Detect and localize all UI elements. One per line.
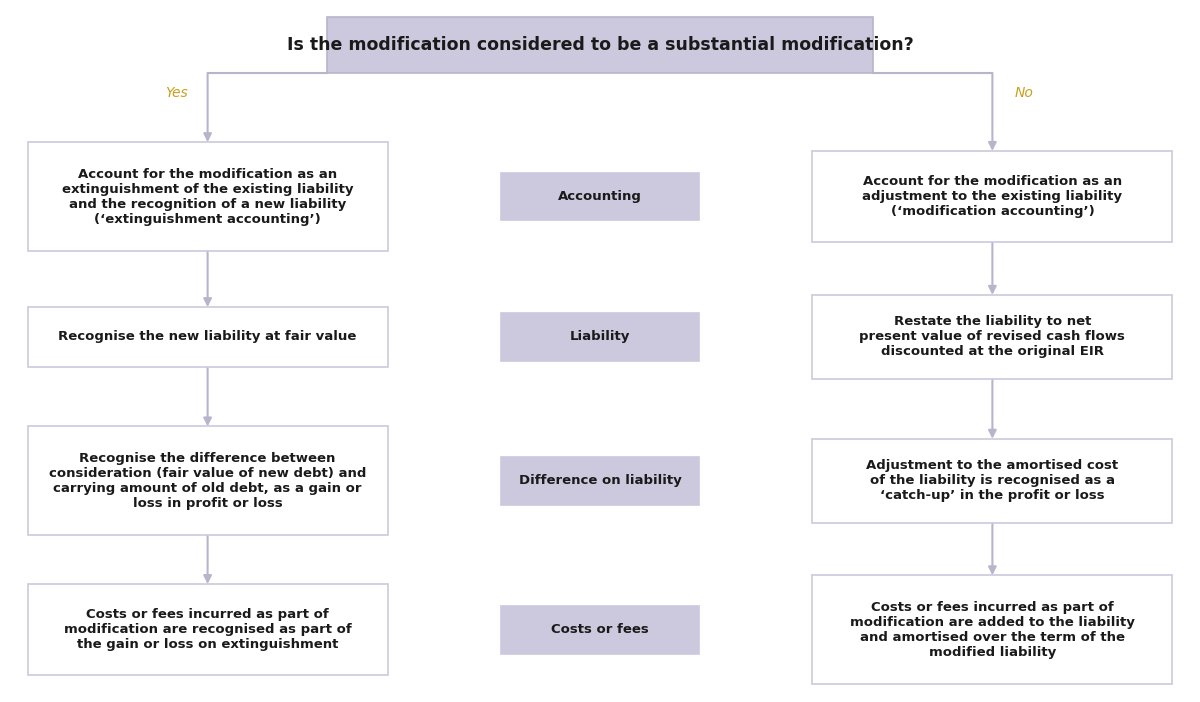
FancyBboxPatch shape: [502, 173, 698, 220]
FancyBboxPatch shape: [812, 151, 1172, 242]
FancyBboxPatch shape: [28, 584, 388, 675]
Text: Account for the modification as an
extinguishment of the existing liability
and : Account for the modification as an extin…: [62, 168, 353, 225]
Text: Recognise the new liability at fair value: Recognise the new liability at fair valu…: [59, 331, 356, 343]
Text: Costs or fees: Costs or fees: [551, 623, 649, 636]
FancyBboxPatch shape: [502, 457, 698, 505]
FancyBboxPatch shape: [812, 576, 1172, 684]
Text: Costs or fees incurred as part of
modification are added to the liability
and am: Costs or fees incurred as part of modifi…: [850, 601, 1135, 658]
FancyBboxPatch shape: [28, 427, 388, 535]
Text: No: No: [1014, 86, 1033, 100]
FancyBboxPatch shape: [28, 307, 388, 366]
Text: Accounting: Accounting: [558, 190, 642, 203]
Text: Recognise the difference between
consideration (fair value of new debt) and
carr: Recognise the difference between conside…: [49, 452, 366, 510]
Text: Costs or fees incurred as part of
modification are recognised as part of
the gai: Costs or fees incurred as part of modifi…: [64, 608, 352, 651]
FancyBboxPatch shape: [812, 439, 1172, 523]
FancyBboxPatch shape: [812, 295, 1172, 379]
FancyBboxPatch shape: [326, 17, 874, 73]
FancyBboxPatch shape: [502, 313, 698, 361]
Text: Difference on liability: Difference on liability: [518, 475, 682, 487]
Text: Yes: Yes: [166, 86, 187, 100]
Text: Is the modification considered to be a substantial modification?: Is the modification considered to be a s…: [287, 36, 913, 54]
Text: Liability: Liability: [570, 331, 630, 343]
Text: Restate the liability to net
present value of revised cash flows
discounted at t: Restate the liability to net present val…: [859, 315, 1126, 359]
Text: Adjustment to the amortised cost
of the liability is recognised as a
‘catch-up’ : Adjustment to the amortised cost of the …: [866, 459, 1118, 503]
FancyBboxPatch shape: [28, 142, 388, 251]
Text: Account for the modification as an
adjustment to the existing liability
(‘modifi: Account for the modification as an adjus…: [863, 175, 1122, 218]
FancyBboxPatch shape: [502, 606, 698, 654]
